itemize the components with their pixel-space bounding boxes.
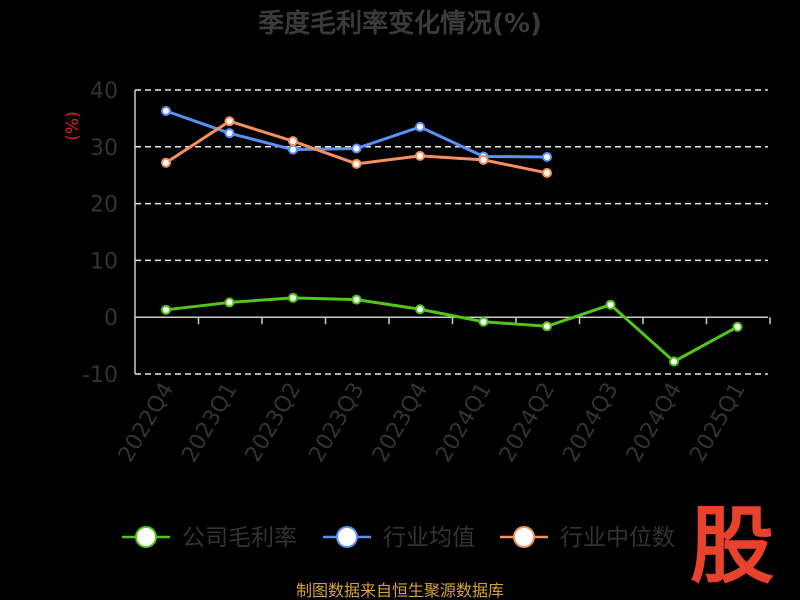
axes: -10 0 10 20 30 40 2022Q42023Q12023Q22023Q32023… bbox=[82, 79, 771, 467]
data-point[interactable] bbox=[542, 152, 552, 163]
data-point[interactable] bbox=[288, 292, 298, 303]
data-point[interactable] bbox=[224, 128, 235, 139]
y-tick-label: 0 bbox=[104, 306, 118, 331]
y-tick-label: 20 bbox=[90, 193, 118, 218]
legend-marker bbox=[135, 526, 157, 548]
x-tick-label: 2024Q4 bbox=[622, 379, 687, 467]
legend-label: 行业均值 bbox=[383, 525, 475, 551]
data-point[interactable] bbox=[161, 106, 171, 117]
series-2 bbox=[161, 116, 552, 178]
y-tick-label: -10 bbox=[82, 363, 118, 388]
data-point[interactable] bbox=[224, 116, 235, 127]
legend-label: 行业中位数 bbox=[560, 525, 675, 551]
legend-item-2[interactable]: 行业中位数 bbox=[500, 525, 675, 551]
y-axis-label: (%) bbox=[63, 111, 83, 140]
legend: 公司毛利率 行业均值 行业中位数 bbox=[122, 525, 675, 551]
data-point[interactable] bbox=[732, 321, 743, 332]
legend-label: 公司毛利率 bbox=[182, 525, 297, 551]
data-point[interactable] bbox=[288, 144, 298, 155]
x-tick-label: 2025Q1 bbox=[685, 379, 750, 467]
data-point[interactable] bbox=[415, 304, 425, 315]
legend-item-0[interactable]: 公司毛利率 bbox=[122, 525, 297, 551]
data-point[interactable] bbox=[161, 304, 171, 315]
data-point[interactable] bbox=[605, 299, 616, 310]
x-tick-label: 2023Q1 bbox=[177, 379, 242, 467]
series-1 bbox=[161, 106, 552, 163]
data-point[interactable] bbox=[351, 143, 362, 154]
x-tick-label: 2024Q2 bbox=[495, 379, 560, 467]
legend-marker bbox=[513, 526, 535, 548]
series-line bbox=[165, 296, 739, 364]
data-point[interactable] bbox=[542, 321, 552, 332]
series-0 bbox=[161, 292, 743, 367]
data-point[interactable] bbox=[478, 154, 489, 165]
series-layer bbox=[161, 106, 743, 367]
logo: 股 bbox=[690, 497, 774, 595]
source-note: 制图数据来自恒生聚源数据库 bbox=[296, 581, 504, 600]
data-point[interactable] bbox=[351, 158, 362, 169]
data-point[interactable] bbox=[351, 294, 362, 305]
x-tick-label: 2023Q3 bbox=[304, 379, 369, 467]
data-point[interactable] bbox=[161, 157, 171, 168]
legend-marker bbox=[336, 526, 358, 548]
chart-title: 季度毛利率变化情况(%) bbox=[258, 8, 542, 39]
legend-item-1[interactable]: 行业均值 bbox=[323, 525, 475, 551]
x-tick-label: 2024Q1 bbox=[431, 379, 496, 467]
data-point[interactable] bbox=[415, 121, 425, 132]
y-tick-label: 30 bbox=[90, 136, 118, 161]
x-tick-label: 2023Q2 bbox=[241, 379, 306, 467]
data-point[interactable] bbox=[478, 316, 489, 327]
data-point[interactable] bbox=[224, 297, 235, 308]
y-tick-label: 10 bbox=[90, 249, 118, 274]
x-tick-label: 2024Q3 bbox=[558, 379, 623, 467]
data-point[interactable] bbox=[669, 356, 679, 367]
x-tick-label: 2022Q4 bbox=[114, 379, 179, 467]
grid bbox=[135, 89, 768, 375]
data-point[interactable] bbox=[288, 136, 298, 147]
data-point[interactable] bbox=[542, 167, 552, 178]
data-point[interactable] bbox=[415, 150, 425, 161]
y-tick-label: 40 bbox=[90, 79, 118, 104]
x-tick-label: 2023Q4 bbox=[368, 379, 433, 467]
